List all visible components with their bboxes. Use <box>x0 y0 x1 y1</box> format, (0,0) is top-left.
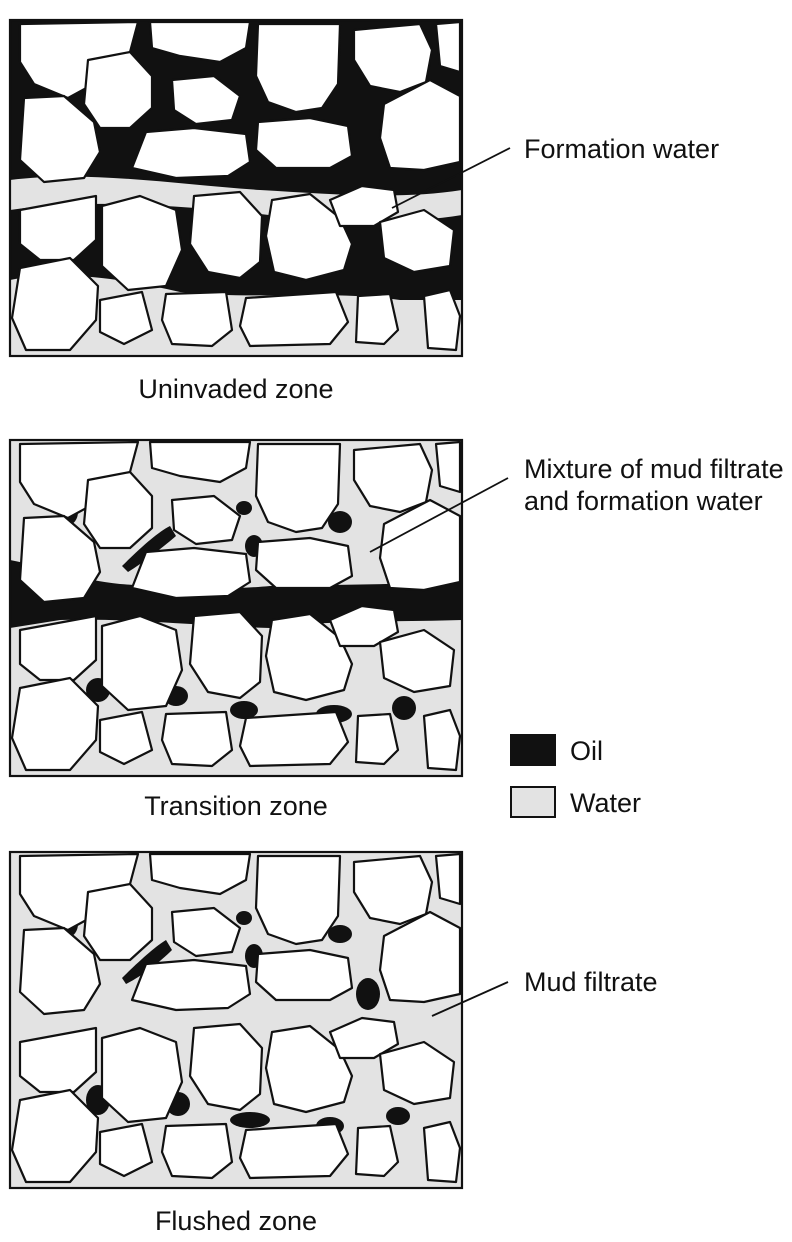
uninvaded-zone-panel: Uninvaded zone Formation water <box>8 18 719 404</box>
panel-frame <box>8 850 464 1190</box>
panel-caption: Uninvaded zone <box>138 374 333 404</box>
legend-oil-label: Oil <box>570 736 603 766</box>
panel-frame <box>8 18 464 358</box>
panel-caption: Transition zone <box>144 791 328 821</box>
callout-label: Formation water <box>524 134 719 164</box>
transition-zone-panel: Transition zone Mixture of mud filtrate … <box>8 438 784 821</box>
callout-leader <box>391 147 511 209</box>
panel-caption: Flushed zone <box>155 1206 317 1236</box>
callout-label: Mud filtrate <box>524 967 658 997</box>
panel-frame <box>8 438 464 778</box>
legend-water-label: Water <box>570 788 641 818</box>
legend-water-swatch <box>510 786 556 818</box>
flushed-zone-panel: Flushed zone Mud filtrate <box>8 850 658 1236</box>
callout-leader <box>369 477 509 553</box>
callout-leader <box>431 981 509 1017</box>
callout-label-line2: and formation water <box>524 486 763 516</box>
callout-label-line1: Mixture of mud filtrate <box>524 454 784 484</box>
legend: Oil Water <box>510 734 641 818</box>
legend-oil-swatch <box>510 734 556 766</box>
